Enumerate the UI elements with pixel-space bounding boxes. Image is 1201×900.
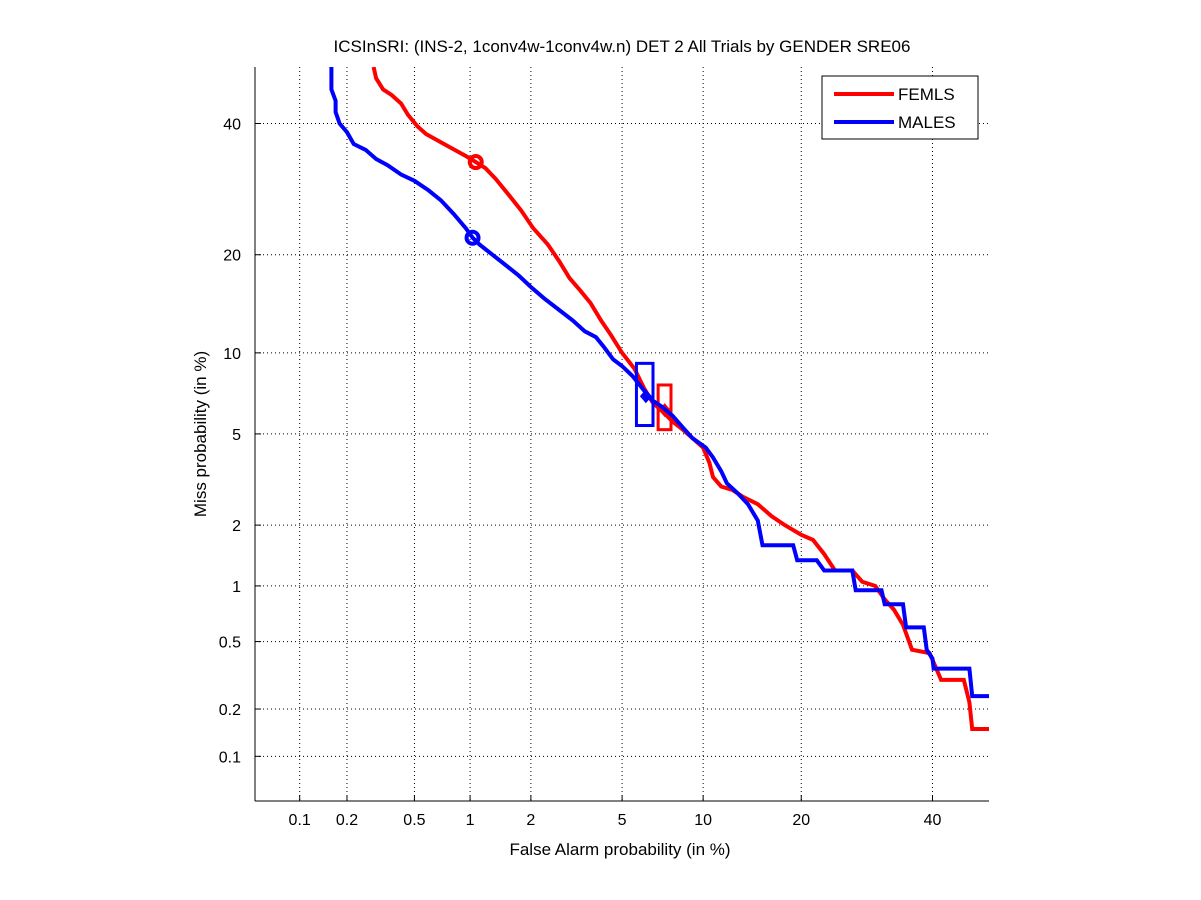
x-tick-label: 0.2 <box>336 812 358 829</box>
y-tick-label: 0.2 <box>219 702 241 719</box>
series-males <box>329 67 989 699</box>
x-tick-label: 40 <box>924 812 942 829</box>
legend-box <box>821 75 979 140</box>
y-tick-label: 10 <box>223 346 241 363</box>
x-tick-label: 1 <box>466 812 475 829</box>
confidence-box-males <box>634 361 655 428</box>
x-tick-label: 2 <box>526 812 535 829</box>
y-tick-label: 0.1 <box>219 749 241 766</box>
grid <box>255 67 989 801</box>
min-dcf-marker-males <box>464 229 481 246</box>
y-axis-label: Miss probability (in %) <box>191 351 210 517</box>
x-axis-label: False Alarm probability (in %) <box>509 840 730 859</box>
x-tick-label: 0.1 <box>289 812 311 829</box>
y-tick-label: 0.5 <box>219 635 241 652</box>
y-tick-label: 2 <box>232 518 241 535</box>
x-tick-label: 20 <box>792 812 810 829</box>
actual-dcf-marker-males <box>639 389 652 404</box>
det-curve-femls <box>371 67 989 731</box>
confidence-box-femls <box>656 383 673 432</box>
axes <box>254 67 989 802</box>
y-tick-label: 1 <box>232 579 241 596</box>
chart-title: ICSInSRI: (INS-2, 1conv4w-1conv4w.n) DET… <box>334 37 911 56</box>
y-tick-label: 5 <box>232 427 241 444</box>
x-tick-label: 10 <box>694 812 712 829</box>
legend-label-femls: FEMLS <box>898 85 955 104</box>
legend: FEMLS MALES <box>821 75 979 140</box>
x-tick-label: 5 <box>618 812 627 829</box>
y-tick-label: 20 <box>223 248 241 265</box>
y-tick-label: 40 <box>223 117 241 134</box>
x-tick-label: 0.5 <box>403 812 425 829</box>
y-ticks: 0.1 0.2 0.5 1 2 5 10 20 40 <box>219 117 261 766</box>
min-dcf-marker-femls <box>467 154 484 171</box>
series-layer <box>329 67 989 731</box>
legend-label-males: MALES <box>898 113 956 132</box>
det-curve-males <box>329 67 989 699</box>
x-ticks: 0.1 0.2 0.5 1 2 5 10 20 40 <box>289 795 942 829</box>
series-femls <box>371 67 989 731</box>
